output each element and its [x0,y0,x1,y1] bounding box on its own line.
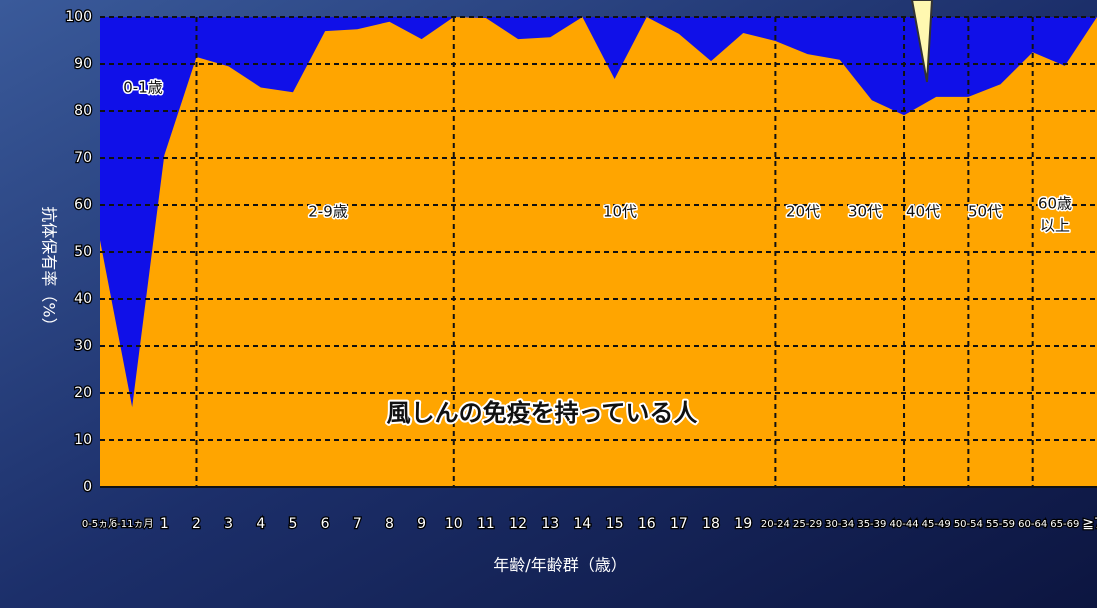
x-tick-label: 11 [477,516,495,532]
x-tick-label: 3 [224,516,233,532]
group-label: 2-9歳 [308,203,348,221]
x-tick-label: 20-24 [761,519,790,530]
group-label: 40代 [906,203,940,221]
x-tick-label: 55-59 [986,519,1015,530]
y-tick-label: 50 [74,244,92,260]
y-tick-label: 100 [65,9,92,25]
x-tick-label: 17 [670,516,688,532]
x-tick-label: 12 [509,516,527,532]
y-tick-label: 70 [74,150,92,166]
x-tick-label: 18 [702,516,720,532]
x-tick-label: 45-49 [922,519,951,530]
x-tick-label: 10 [445,516,463,532]
x-tick-label: 2 [192,516,201,532]
x-tick-label: 65-69 [1050,519,1079,530]
group-label: 50代 [968,203,1002,221]
group-label: 以上 [1040,217,1070,235]
x-tick-label: 13 [541,516,559,532]
y-tick-label: 10 [74,432,92,448]
page: {"chart_data":{"type":"area", "title":"風… [0,0,1097,608]
x-tick-label: 50-54 [954,519,983,530]
x-tick-label: 7 [353,516,362,532]
x-tick-label: 1 [160,516,169,532]
y-tick-label: 30 [74,338,92,354]
x-tick-label: 35-39 [857,519,886,530]
center-label: 風しんの免疫を持っている人 [387,399,698,427]
group-label: 60歳 [1038,195,1072,213]
x-tick-label: 8 [385,516,394,532]
x-axis-label: 年齢/年齢群（歳） [493,556,626,575]
y-tick-label: 80 [74,103,92,119]
x-tick-label: 9 [417,516,426,532]
x-tick-label: 5 [289,516,298,532]
y-tick-label: 40 [74,291,92,307]
x-tick-label: 6 [321,516,330,532]
group-label: 30代 [848,203,882,221]
x-tick-label: 15 [606,516,624,532]
x-tick-label: 19 [734,516,752,532]
group-label: 20代 [786,203,820,221]
x-tick-label: 14 [574,516,592,532]
y-tick-label: 90 [74,56,92,72]
group-label: 10代 [603,203,637,221]
y-tick-label: 60 [74,197,92,213]
x-tick-label: 60-64 [1018,519,1047,530]
x-tick-label: 4 [256,516,265,532]
x-tick-label: 25-29 [793,519,822,530]
x-tick-label: 16 [638,516,656,532]
x-tick-label: 6-11ヵ月 [111,518,154,530]
group-label: 0-1歳 [123,79,163,97]
y-tick-label: 0 [83,479,92,495]
x-tick-label: ≧70 [1082,516,1097,532]
chart: 抗体保有率（%） 年齢/年齢群（歳） 010203040506070809010… [0,0,1097,608]
y-axis-label: 抗体保有率（%） [40,206,59,333]
x-tick-label: 40-44 [890,519,919,530]
x-tick-label: 30-34 [825,519,854,530]
y-tick-label: 20 [74,385,92,401]
